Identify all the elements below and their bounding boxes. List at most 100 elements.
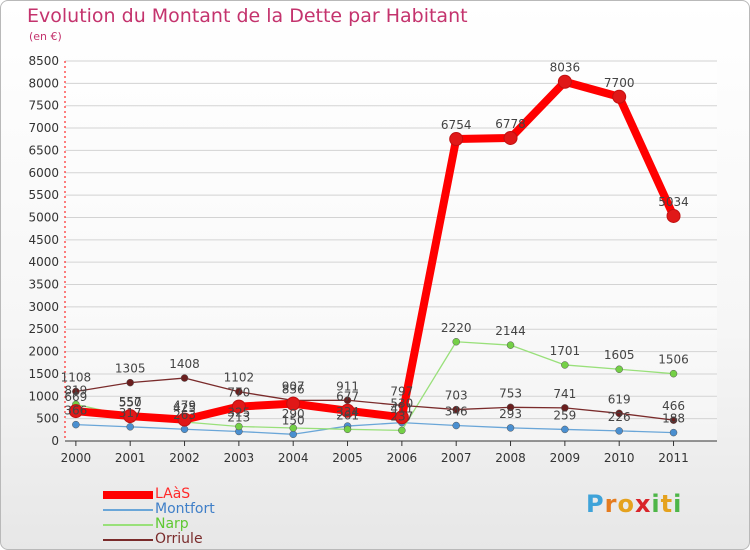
data-label: 677	[336, 390, 359, 404]
data-label: 259	[553, 408, 576, 422]
data-label: 669	[64, 390, 87, 404]
legend-swatch	[103, 491, 153, 499]
data-label: 819	[64, 383, 87, 397]
data-label: 836	[282, 383, 305, 397]
series-laàs	[68, 74, 681, 427]
data-point	[669, 428, 678, 437]
data-label: 334	[336, 405, 359, 419]
data-point	[286, 396, 301, 411]
data-label: 703	[445, 389, 468, 403]
proxiti-logo: Proxiti	[586, 490, 682, 518]
data-label: 557	[119, 395, 142, 409]
y-tick-label: 8000	[28, 76, 59, 90]
data-label: 770	[227, 386, 250, 400]
y-tick-label: 1000	[28, 389, 59, 403]
data-label: 550	[119, 395, 142, 409]
y-tick-label: 6500	[28, 143, 59, 157]
data-point	[123, 409, 138, 424]
data-label: 1305	[115, 362, 146, 376]
y-tick-label: 5000	[28, 210, 59, 224]
data-label: 290	[282, 407, 305, 421]
data-point	[506, 403, 515, 412]
data-label: 263	[173, 408, 196, 422]
logo-letter: i	[651, 490, 661, 518]
data-label: 425	[173, 401, 196, 415]
y-tick-label: 6000	[28, 166, 59, 180]
data-point	[452, 405, 460, 414]
series-line	[75, 421, 675, 435]
y-tick-label: 3500	[28, 278, 59, 292]
x-tick-label: 2005	[332, 451, 363, 465]
data-point	[561, 361, 569, 369]
data-label: 619	[608, 392, 631, 406]
series-line	[75, 377, 675, 421]
data-label: 907	[282, 379, 305, 393]
data-label: 6754	[441, 118, 472, 132]
legend-label: LAàS	[155, 486, 191, 502]
data-label: 150	[282, 413, 305, 427]
x-tick-label: 2003	[224, 451, 255, 465]
data-point	[235, 387, 243, 396]
data-point	[343, 425, 352, 434]
y-tick-label: 500	[36, 412, 59, 426]
x-tick-label: 2002	[169, 451, 200, 465]
data-point	[452, 338, 460, 346]
legend-swatch	[103, 539, 153, 541]
data-label: 7700	[604, 76, 635, 90]
x-tick-label: 2010	[604, 451, 635, 465]
data-label: 530	[390, 396, 413, 410]
data-label: 188	[662, 412, 685, 426]
y-tick-label: 2500	[28, 322, 59, 336]
data-point	[180, 374, 189, 382]
x-tick-label: 2006	[387, 451, 418, 465]
x-tick-label: 2011	[658, 451, 689, 465]
y-tick-label: 4000	[28, 255, 59, 269]
data-label: 5034	[658, 195, 689, 209]
logo-letter: o	[617, 490, 635, 518]
data-label: 1102	[224, 371, 255, 385]
y-tick-label: 8500	[28, 54, 59, 68]
logo-letter: P	[586, 490, 605, 518]
chart-subtitle: (en €)	[29, 30, 62, 43]
data-label: 317	[119, 406, 142, 420]
data-point	[126, 378, 134, 387]
y-tick-label: 7500	[28, 99, 59, 113]
y-tick-label: 0	[51, 434, 59, 448]
y-tick-label: 2000	[28, 345, 59, 359]
data-label: 325	[227, 405, 250, 419]
data-label: 261	[336, 408, 359, 422]
legend-label: Montfort	[155, 501, 215, 517]
legend-swatch	[103, 524, 153, 526]
logo-letter: r	[604, 490, 618, 518]
data-label: 1506	[658, 353, 689, 367]
data-point	[615, 365, 623, 373]
data-label: 2220	[441, 321, 472, 335]
x-tick-label: 2008	[495, 451, 526, 465]
data-point	[126, 423, 134, 431]
data-label: 753	[499, 386, 522, 400]
data-point	[561, 425, 569, 434]
data-point	[669, 369, 678, 378]
data-label: 366	[64, 404, 87, 418]
data-point	[289, 430, 297, 439]
data-label: 226	[608, 410, 631, 424]
data-label: 8036	[550, 61, 581, 75]
data-label: 1108	[61, 370, 92, 384]
x-tick-label: 2009	[550, 451, 581, 465]
data-label: 411	[390, 402, 413, 416]
data-label: 1408	[169, 357, 200, 371]
data-point	[235, 422, 243, 431]
plot-area	[65, 61, 717, 441]
data-point	[449, 132, 464, 147]
data-point	[72, 387, 80, 396]
y-tick-label: 1500	[28, 367, 59, 381]
data-point	[398, 426, 406, 435]
series-line	[71, 77, 678, 424]
data-label: 911	[336, 379, 359, 393]
data-label: 213	[227, 410, 250, 424]
y-tick-label: 5500	[28, 188, 59, 202]
data-point	[557, 74, 572, 89]
data-point	[503, 130, 518, 145]
data-label: 2144	[495, 324, 526, 338]
